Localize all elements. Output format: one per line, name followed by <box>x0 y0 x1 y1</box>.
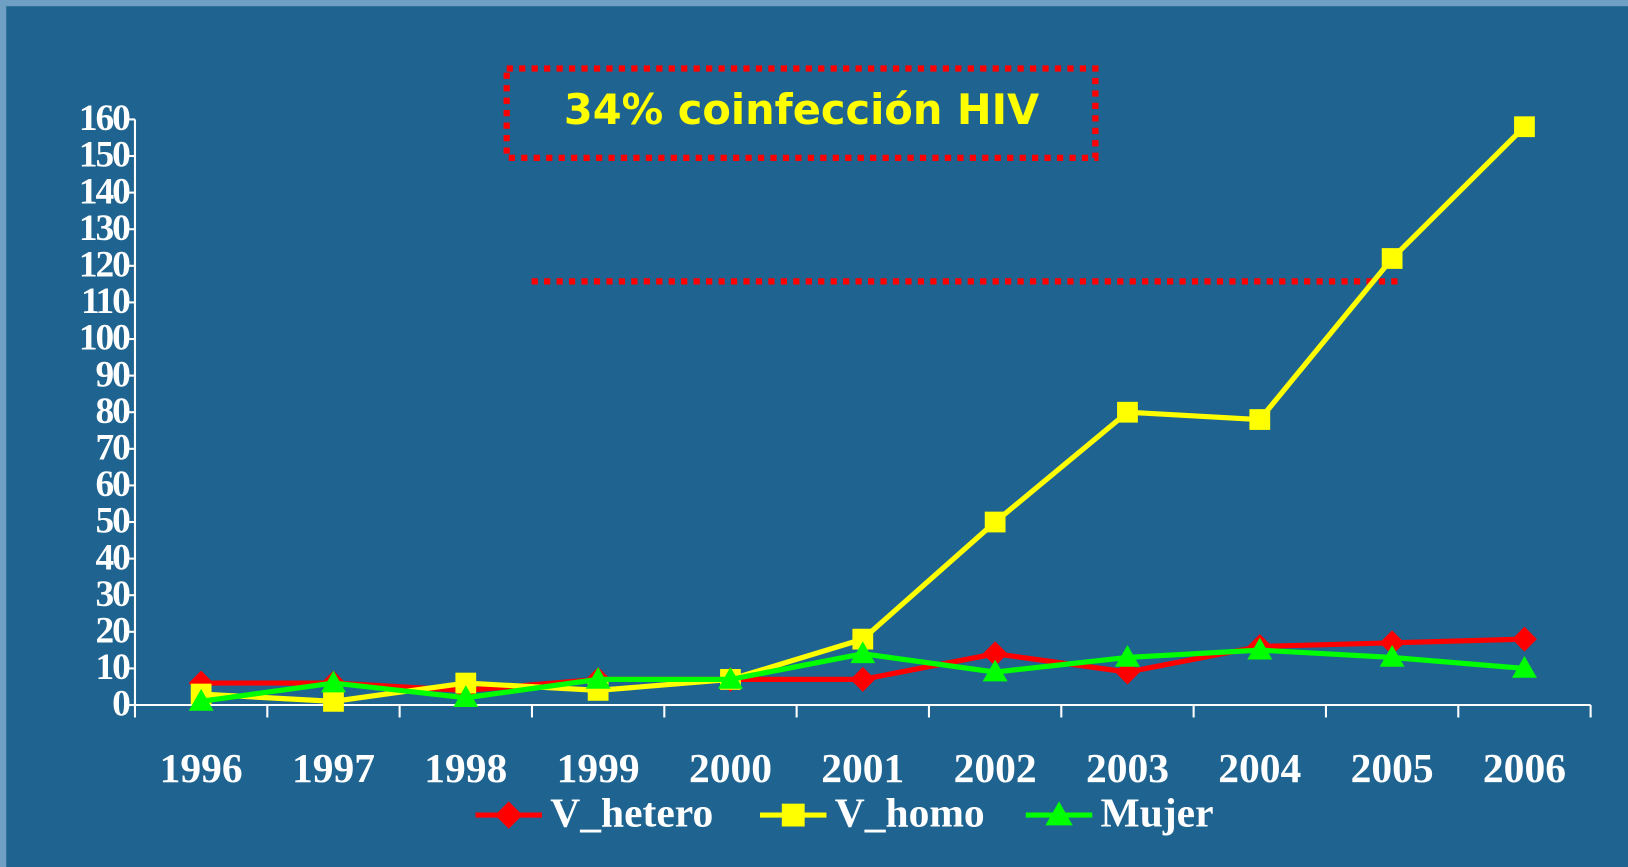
x-tick-label: 2000 <box>689 745 772 791</box>
x-tick-label: 1996 <box>160 745 243 791</box>
y-tick-label: 50 <box>96 501 131 542</box>
x-tick-label: 2001 <box>821 745 904 791</box>
y-tick-label: 110 <box>81 281 130 322</box>
y-tick-label: 20 <box>96 610 131 651</box>
x-tick-label: 2002 <box>954 745 1037 791</box>
data-point <box>1511 626 1537 652</box>
y-tick-label: 120 <box>79 244 130 285</box>
data-point <box>323 690 344 712</box>
data-point <box>982 659 1008 682</box>
data-point <box>718 666 743 689</box>
x-tick-label: 1999 <box>557 745 640 791</box>
x-tick-label: 2003 <box>1086 745 1169 791</box>
x-tick-label: 1998 <box>424 745 507 791</box>
data-point <box>1115 644 1140 667</box>
y-tick-label: 150 <box>79 135 130 176</box>
annotation-box <box>503 65 1099 161</box>
data-point <box>1379 644 1405 667</box>
data-point <box>321 670 346 693</box>
data-point <box>1381 248 1403 269</box>
data-point <box>1511 655 1537 678</box>
y-tick-label: 160 <box>79 98 130 139</box>
background <box>6 6 1628 867</box>
y-tick-label: 140 <box>79 171 130 212</box>
legend-label: Mujer <box>1101 790 1214 836</box>
legend-marker <box>495 801 523 829</box>
legend-marker <box>1045 801 1073 826</box>
data-point <box>850 641 876 664</box>
data-point <box>1247 637 1273 660</box>
data-point <box>188 688 214 711</box>
y-tick-label: 30 <box>96 574 131 615</box>
y-tick-label: 10 <box>96 647 131 688</box>
annotation: 34% coinfección HIV <box>564 85 1039 134</box>
legend-label: V_homo <box>835 790 985 836</box>
legend-marker <box>781 803 805 827</box>
y-tick-label: 60 <box>96 464 131 505</box>
y-tick-label: 40 <box>96 537 131 578</box>
data-point <box>453 685 479 708</box>
data-point <box>852 628 874 650</box>
x-tick-label: 1997 <box>292 745 375 791</box>
y-tick-label: 100 <box>79 318 130 359</box>
x-tick-label: 2005 <box>1351 745 1434 791</box>
y-tick-label: 130 <box>79 208 130 249</box>
y-tick-label: 70 <box>96 427 131 468</box>
data-point <box>585 666 611 689</box>
x-tick-label: 2006 <box>1483 745 1566 791</box>
data-point <box>984 511 1006 533</box>
data-point <box>1514 116 1535 138</box>
data-point <box>982 641 1008 667</box>
y-tick-label: 90 <box>96 354 131 395</box>
x-tick-label: 2004 <box>1218 745 1301 791</box>
data-point <box>1249 409 1271 430</box>
data-point <box>455 672 477 694</box>
data-point <box>850 666 876 692</box>
y-tick-label: 0 <box>112 684 130 725</box>
y-tick-label: 80 <box>96 391 131 432</box>
data-point <box>1117 401 1138 423</box>
legend-label: V_hetero <box>550 790 713 836</box>
